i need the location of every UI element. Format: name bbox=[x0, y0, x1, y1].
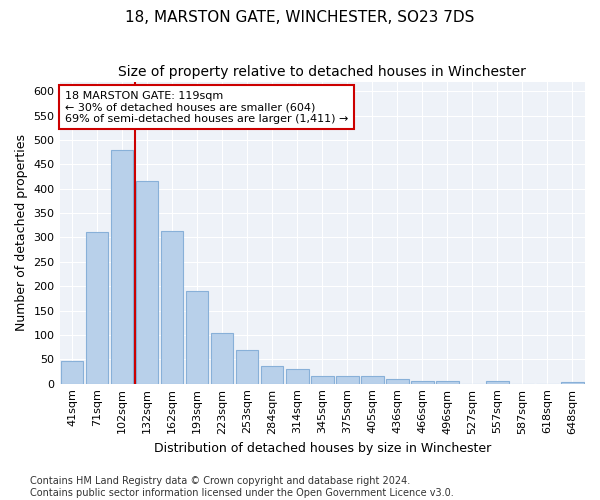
Bar bbox=[61, 362, 83, 384]
Bar bbox=[361, 376, 383, 384]
Bar bbox=[186, 291, 208, 384]
Title: Size of property relative to detached houses in Winchester: Size of property relative to detached ho… bbox=[118, 65, 526, 79]
Bar bbox=[211, 333, 233, 384]
Text: 18, MARSTON GATE, WINCHESTER, SO23 7DS: 18, MARSTON GATE, WINCHESTER, SO23 7DS bbox=[125, 10, 475, 25]
Bar bbox=[161, 230, 184, 384]
Bar bbox=[136, 182, 158, 384]
Bar bbox=[486, 381, 509, 384]
Bar bbox=[286, 368, 308, 384]
Bar bbox=[236, 350, 259, 384]
Y-axis label: Number of detached properties: Number of detached properties bbox=[15, 134, 28, 331]
Bar bbox=[86, 232, 109, 384]
Bar bbox=[386, 379, 409, 384]
Bar bbox=[311, 376, 334, 384]
Bar bbox=[561, 382, 584, 384]
Bar bbox=[261, 366, 283, 384]
Bar bbox=[411, 381, 434, 384]
X-axis label: Distribution of detached houses by size in Winchester: Distribution of detached houses by size … bbox=[154, 442, 491, 455]
Bar bbox=[436, 381, 458, 384]
Text: Contains HM Land Registry data © Crown copyright and database right 2024.
Contai: Contains HM Land Registry data © Crown c… bbox=[30, 476, 454, 498]
Bar bbox=[336, 376, 359, 384]
Bar bbox=[111, 150, 133, 384]
Text: 18 MARSTON GATE: 119sqm
← 30% of detached houses are smaller (604)
69% of semi-d: 18 MARSTON GATE: 119sqm ← 30% of detache… bbox=[65, 90, 348, 124]
